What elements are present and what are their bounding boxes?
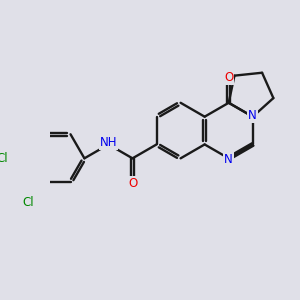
Text: Cl: Cl	[0, 152, 8, 165]
Text: N: N	[224, 153, 233, 166]
Text: NH: NH	[100, 136, 117, 149]
Text: O: O	[128, 177, 137, 190]
Text: O: O	[224, 71, 233, 84]
Text: Cl: Cl	[22, 196, 34, 209]
Text: N: N	[248, 109, 257, 122]
